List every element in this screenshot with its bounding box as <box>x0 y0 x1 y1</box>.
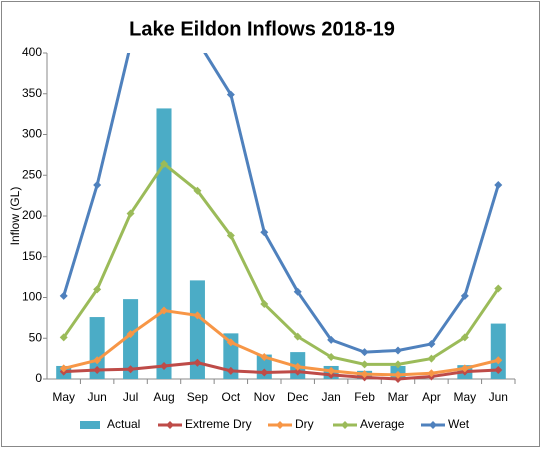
marker <box>327 370 336 379</box>
marker <box>260 228 269 237</box>
marker <box>394 370 402 379</box>
bar <box>490 323 506 379</box>
y-axis-label: Inflow (GL) <box>8 187 22 246</box>
marker <box>260 352 269 361</box>
x-tick-label: Oct <box>222 390 241 404</box>
marker <box>93 181 102 190</box>
marker <box>293 287 302 296</box>
x-tick-label: Jul <box>123 390 138 404</box>
marker <box>226 231 235 240</box>
marker <box>327 335 336 344</box>
marker <box>160 159 168 168</box>
x-tick-label: Jan <box>321 390 340 404</box>
marker <box>93 366 102 375</box>
legend-swatch <box>80 421 100 429</box>
plot-area <box>56 53 506 383</box>
y-tick-label: 200 <box>22 208 42 222</box>
x-tick-label: Mar <box>388 390 409 404</box>
marker <box>59 364 68 373</box>
marker <box>394 375 402 383</box>
line <box>63 308 499 377</box>
marker <box>59 333 68 342</box>
marker <box>427 354 436 363</box>
bar <box>156 108 172 380</box>
marker <box>260 368 269 377</box>
marker <box>460 291 469 300</box>
bar <box>123 299 139 379</box>
bar <box>89 317 105 379</box>
marker <box>327 366 336 375</box>
marker <box>193 311 202 320</box>
legend-marker <box>341 421 349 429</box>
marker <box>427 369 436 378</box>
marker <box>460 364 469 373</box>
x-tick-label: May <box>454 390 477 404</box>
x-tick-label: Jun <box>87 390 106 404</box>
y-tick-label: 0 <box>35 371 42 385</box>
marker <box>93 356 102 365</box>
marker <box>494 366 503 375</box>
marker <box>394 346 402 355</box>
marker <box>260 300 269 309</box>
y-tick-label: 100 <box>22 290 42 304</box>
marker <box>360 348 369 357</box>
x-tick-label: May <box>52 390 75 404</box>
legend-label: Extreme Dry <box>185 417 252 431</box>
marker <box>193 358 202 367</box>
legend-marker <box>166 421 174 429</box>
x-tick-label: Apr <box>422 390 441 404</box>
line <box>63 361 499 381</box>
marker <box>494 356 503 365</box>
marker <box>494 284 503 293</box>
x-tick-label: Nov <box>254 390 275 404</box>
x-tick-label: Dec <box>287 390 308 404</box>
marker <box>460 333 469 342</box>
x-tick-label: Sep <box>187 390 209 404</box>
marker <box>226 338 235 347</box>
x-tick-label: Jun <box>489 390 508 404</box>
marker <box>394 360 402 369</box>
y-tick-label: 50 <box>29 330 43 344</box>
marker <box>160 306 168 315</box>
marker <box>360 370 369 379</box>
marker <box>160 361 168 370</box>
y-tick-label: 300 <box>22 127 42 141</box>
x-tick-label: Aug <box>153 390 174 404</box>
marker <box>327 352 336 361</box>
legend-marker <box>429 421 437 429</box>
marker <box>494 181 503 190</box>
marker <box>93 285 102 294</box>
y-tick-label: 400 <box>22 45 42 59</box>
legend-label: Dry <box>295 417 314 431</box>
marker <box>226 366 235 375</box>
line <box>62 161 500 366</box>
marker <box>293 332 302 341</box>
legend-label: Wet <box>448 417 470 431</box>
legend-label: Actual <box>107 417 140 431</box>
legend-marker <box>276 421 284 429</box>
marker <box>226 90 235 99</box>
marker <box>126 365 135 374</box>
marker <box>59 291 68 300</box>
marker <box>293 362 302 371</box>
marker <box>126 209 135 218</box>
marker <box>360 360 369 369</box>
marker <box>427 339 436 348</box>
marker <box>293 367 302 376</box>
line <box>62 53 500 354</box>
y-tick-label: 250 <box>22 167 42 181</box>
y-tick-label: 350 <box>22 86 42 100</box>
marker <box>126 330 135 339</box>
bar <box>189 280 205 379</box>
chart-title: Lake Eildon Inflows 2018-19 <box>129 18 395 40</box>
y-tick-label: 150 <box>22 249 42 263</box>
x-tick-label: Feb <box>354 390 375 404</box>
legend-label: Average <box>360 417 405 431</box>
marker <box>193 186 202 195</box>
